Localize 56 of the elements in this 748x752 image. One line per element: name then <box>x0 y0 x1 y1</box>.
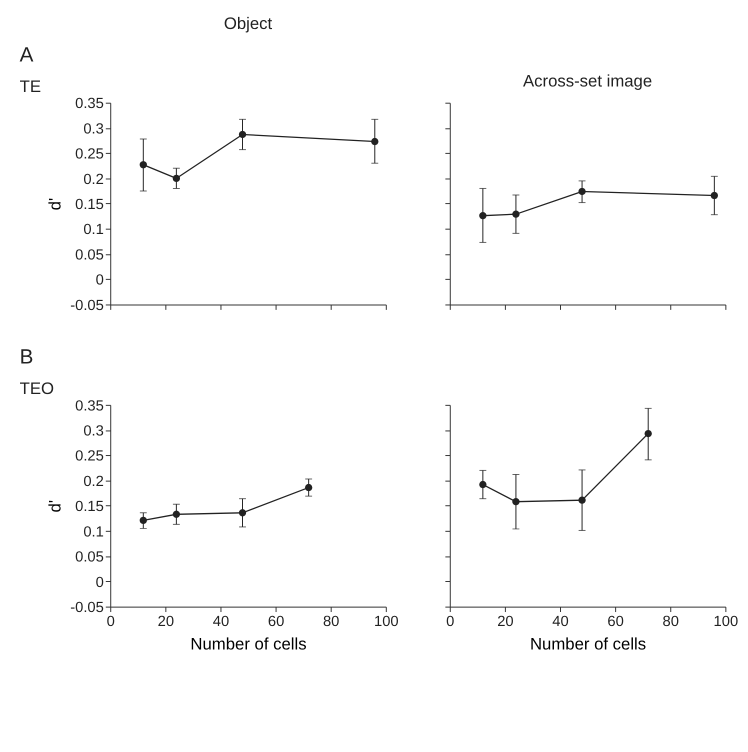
point <box>644 430 652 438</box>
x-axis-title: Number of cells <box>530 634 646 654</box>
y-tick-label: 0.35 <box>75 398 104 414</box>
x-tick-label: 40 <box>552 614 569 630</box>
point <box>172 174 180 182</box>
y-tick-label: 0.1 <box>83 524 104 540</box>
x-tick-label: 100 <box>714 614 738 630</box>
y-tick-label: 0 <box>96 272 104 289</box>
x-tick-label: 60 <box>607 614 624 630</box>
y-tick-label: -0.05 <box>70 600 104 616</box>
x-tick-label: 20 <box>158 614 174 630</box>
y-tick-label: 0.15 <box>75 499 104 516</box>
y-tick-label: 0.15 <box>75 196 104 213</box>
y-tick-label: 0.05 <box>75 550 104 566</box>
y-tick-label: -0.05 <box>70 298 104 314</box>
x-tick-label: 80 <box>662 614 679 630</box>
y-tick-label: 0.2 <box>83 172 104 188</box>
point <box>140 516 147 524</box>
x-tick-label: 20 <box>497 614 514 630</box>
point <box>238 130 246 138</box>
point <box>371 138 378 146</box>
point <box>305 484 312 492</box>
chart-title: Across-set image <box>522 71 652 90</box>
y-tick-label: 0.05 <box>75 247 104 264</box>
x-tick-label: 60 <box>268 614 284 630</box>
y-tick-label: 0 <box>96 574 104 591</box>
point <box>710 192 718 200</box>
x-tick-label: 40 <box>212 614 230 630</box>
y-tick-label: 0.3 <box>83 121 104 138</box>
point <box>172 510 180 518</box>
text: B <box>20 346 34 369</box>
y-tick-label: 0.25 <box>75 146 104 163</box>
point <box>238 509 246 516</box>
text: TE <box>20 76 42 96</box>
x-axis-title: Number of cells <box>190 634 307 654</box>
x-tick-label: 100 <box>374 614 399 630</box>
point <box>578 496 586 504</box>
y-tick-label: 0.35 <box>75 96 104 112</box>
point <box>512 210 520 218</box>
x-tick-label: 80 <box>322 614 340 630</box>
y-tick-label: 0.2 <box>83 474 104 490</box>
y-axis-title: d' <box>45 500 64 512</box>
point <box>512 498 520 506</box>
point <box>140 161 147 168</box>
y-tick-label: 0.1 <box>83 222 104 238</box>
point <box>479 212 487 220</box>
text: TEO <box>20 379 54 398</box>
y-axis-title: d' <box>45 198 64 210</box>
chart-title: Object <box>224 14 273 33</box>
y-tick-label: 0.3 <box>83 423 104 440</box>
y-tick-label: 0.25 <box>75 448 104 465</box>
text: A <box>20 43 34 66</box>
point <box>578 188 586 196</box>
x-tick-label: 0 <box>106 614 115 630</box>
x-tick-label: 0 <box>446 614 454 630</box>
point <box>479 480 487 488</box>
